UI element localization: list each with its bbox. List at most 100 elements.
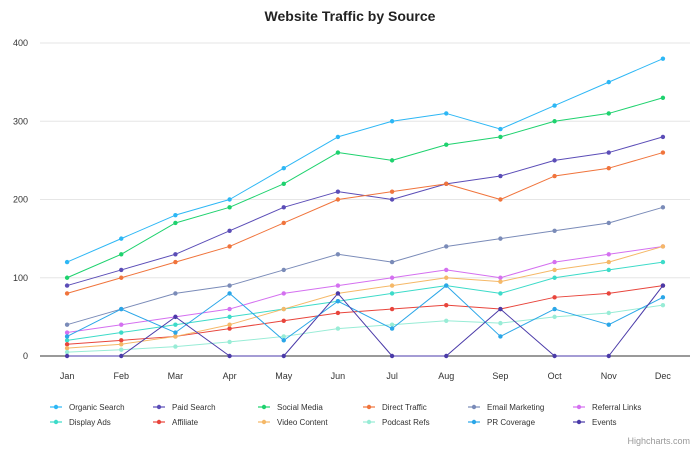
data-point[interactable] bbox=[444, 267, 449, 273]
series-paid-search[interactable] bbox=[64, 134, 666, 288]
data-point[interactable] bbox=[173, 322, 178, 327]
data-point[interactable] bbox=[389, 197, 395, 202]
data-point[interactable] bbox=[498, 126, 503, 132]
data-point[interactable] bbox=[498, 320, 503, 326]
data-point[interactable] bbox=[281, 291, 286, 296]
legend-item[interactable]: Events bbox=[573, 418, 616, 427]
legend-item[interactable]: PR Coverage bbox=[468, 418, 536, 427]
data-point[interactable] bbox=[389, 189, 395, 194]
data-point[interactable] bbox=[335, 310, 341, 316]
data-point[interactable] bbox=[119, 322, 124, 327]
data-point[interactable] bbox=[281, 267, 286, 273]
data-point[interactable] bbox=[173, 212, 178, 218]
data-point[interactable] bbox=[64, 345, 70, 351]
data-point[interactable] bbox=[606, 259, 611, 265]
data-point[interactable] bbox=[281, 220, 286, 226]
data-point[interactable] bbox=[389, 158, 395, 163]
series-video-content[interactable] bbox=[64, 244, 666, 351]
data-point[interactable] bbox=[227, 283, 232, 288]
legend-item[interactable]: Email Marketing bbox=[468, 403, 544, 412]
data-point[interactable] bbox=[552, 275, 557, 280]
data-point[interactable] bbox=[389, 326, 395, 331]
data-point[interactable] bbox=[606, 220, 611, 226]
data-point[interactable] bbox=[552, 119, 557, 124]
data-point[interactable] bbox=[498, 334, 503, 339]
data-point[interactable] bbox=[64, 334, 70, 339]
data-point[interactable] bbox=[444, 353, 449, 359]
series-organic-search[interactable] bbox=[64, 56, 666, 265]
series-email-marketing[interactable] bbox=[64, 205, 666, 327]
data-point[interactable] bbox=[444, 302, 449, 308]
data-point[interactable] bbox=[227, 205, 232, 210]
series-pr-coverage[interactable] bbox=[64, 283, 666, 343]
series-line[interactable] bbox=[66, 304, 664, 353]
data-point[interactable] bbox=[227, 306, 232, 312]
legend-item[interactable]: Social Media bbox=[258, 403, 323, 412]
data-point[interactable] bbox=[660, 205, 666, 210]
series-social-media[interactable] bbox=[64, 95, 666, 280]
legend-item[interactable]: Referral Links bbox=[573, 403, 641, 412]
data-point[interactable] bbox=[498, 275, 503, 280]
legend-item[interactable]: Display Ads bbox=[50, 418, 111, 427]
data-point[interactable] bbox=[660, 283, 666, 288]
data-point[interactable] bbox=[552, 173, 557, 179]
series-line[interactable] bbox=[66, 285, 664, 345]
series-line[interactable] bbox=[66, 97, 664, 279]
data-point[interactable] bbox=[227, 244, 232, 249]
data-point[interactable] bbox=[606, 353, 611, 359]
series-line[interactable] bbox=[66, 58, 664, 263]
data-point[interactable] bbox=[281, 306, 286, 312]
data-point[interactable] bbox=[119, 338, 124, 343]
data-point[interactable] bbox=[173, 252, 178, 257]
data-point[interactable] bbox=[444, 181, 449, 187]
data-point[interactable] bbox=[281, 181, 286, 187]
data-point[interactable] bbox=[389, 283, 395, 288]
data-point[interactable] bbox=[173, 344, 178, 349]
data-point[interactable] bbox=[498, 197, 503, 202]
data-point[interactable] bbox=[173, 330, 178, 335]
data-point[interactable] bbox=[64, 342, 70, 347]
data-point[interactable] bbox=[119, 347, 124, 352]
series-direct-traffic[interactable] bbox=[64, 150, 666, 296]
data-point[interactable] bbox=[552, 103, 557, 108]
data-point[interactable] bbox=[660, 56, 666, 61]
legend-item[interactable]: Direct Traffic bbox=[363, 403, 427, 412]
legend-item[interactable]: Paid Search bbox=[153, 403, 216, 412]
data-point[interactable] bbox=[552, 314, 557, 320]
data-point[interactable] bbox=[606, 322, 611, 327]
data-point[interactable] bbox=[119, 252, 124, 257]
data-point[interactable] bbox=[444, 244, 449, 249]
series-line[interactable] bbox=[66, 206, 664, 326]
data-point[interactable] bbox=[335, 326, 341, 331]
data-point[interactable] bbox=[552, 353, 557, 359]
data-point[interactable] bbox=[119, 330, 124, 335]
series-podcast-refs[interactable] bbox=[64, 302, 666, 355]
data-point[interactable] bbox=[227, 197, 232, 202]
data-point[interactable] bbox=[444, 275, 449, 280]
data-point[interactable] bbox=[389, 259, 395, 265]
data-point[interactable] bbox=[281, 334, 286, 339]
data-point[interactable] bbox=[119, 236, 124, 241]
data-point[interactable] bbox=[335, 197, 341, 202]
series-line[interactable] bbox=[66, 152, 664, 294]
data-point[interactable] bbox=[660, 150, 666, 155]
data-point[interactable] bbox=[660, 302, 666, 308]
data-point[interactable] bbox=[64, 275, 70, 280]
data-point[interactable] bbox=[498, 306, 503, 312]
data-point[interactable] bbox=[660, 95, 666, 100]
data-point[interactable] bbox=[173, 314, 178, 320]
data-point[interactable] bbox=[335, 291, 341, 296]
data-point[interactable] bbox=[173, 220, 178, 226]
series-line[interactable] bbox=[66, 285, 664, 357]
data-point[interactable] bbox=[552, 158, 557, 163]
series-events[interactable] bbox=[64, 283, 666, 359]
data-point[interactable] bbox=[498, 291, 503, 296]
data-point[interactable] bbox=[660, 134, 666, 140]
series-display-ads[interactable] bbox=[64, 259, 666, 343]
data-point[interactable] bbox=[606, 111, 611, 116]
data-point[interactable] bbox=[281, 353, 286, 359]
data-point[interactable] bbox=[119, 353, 124, 359]
data-point[interactable] bbox=[552, 259, 557, 265]
data-point[interactable] bbox=[606, 267, 611, 273]
data-point[interactable] bbox=[227, 326, 232, 331]
